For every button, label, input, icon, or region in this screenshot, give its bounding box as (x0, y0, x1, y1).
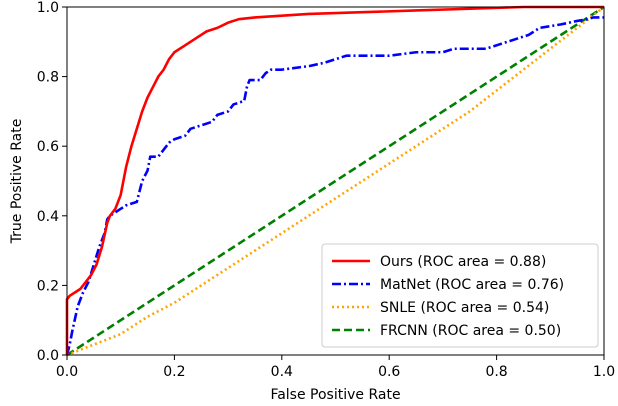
series-line-snle (66, 5, 605, 357)
series-line-ours (65, 5, 604, 355)
y-tick-label: 0.0 (37, 348, 59, 364)
plot-frame (66, 6, 605, 356)
legend-label-matnet: MatNet (ROC area = 0.76) (380, 277, 564, 293)
x-tick-label: 0.6 (378, 364, 400, 380)
y-tick-label: 0.8 (37, 70, 59, 86)
y-axis: 0.0 0.2 0.4 0.6 0.8 1.0 (37, 0, 67, 364)
series-layer (65, 5, 605, 357)
y-tick-label: 0.4 (37, 209, 59, 225)
x-axis-label: False Positive Rate (270, 387, 400, 403)
x-tick-label: 0.4 (271, 364, 293, 380)
x-tick-label: 0.0 (56, 364, 78, 380)
x-tick-label: 0.2 (163, 364, 185, 380)
y-axis-label: True Positive Rate (9, 119, 25, 245)
legend-box (321, 243, 599, 348)
legend: Ours (ROC area = 0.88) MatNet (ROC area =… (321, 243, 599, 348)
y-tick-label: 0.6 (37, 139, 59, 155)
series-line-frcnn (66, 5, 605, 357)
legend-label-frcnn: FRCNN (ROC area = 0.50) (380, 323, 561, 339)
legend-label-snle: SNLE (ROC area = 0.54) (380, 300, 549, 316)
x-tick-label: 1.0 (593, 364, 615, 380)
y-tick-label: 1.0 (37, 0, 59, 16)
legend-label-ours: Ours (ROC area = 0.88) (380, 254, 546, 270)
x-axis: 0.0 0.2 0.4 0.6 0.8 1.0 (56, 355, 615, 380)
x-tick-label: 0.8 (485, 364, 507, 380)
y-tick-label: 0.2 (37, 278, 59, 294)
